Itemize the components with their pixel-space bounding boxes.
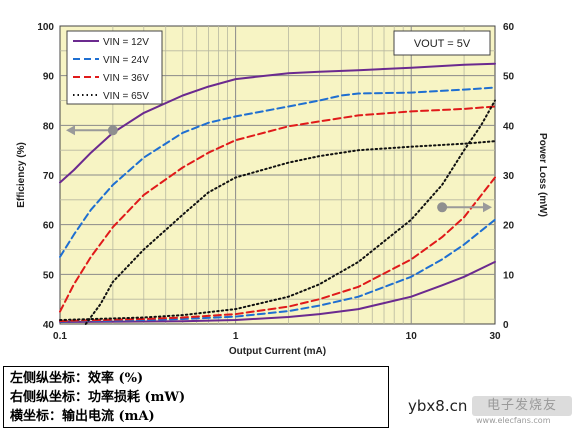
legend-label-3: VIN = 36V [103, 73, 149, 84]
x-axis-title: Output Current (mA) [229, 346, 326, 357]
y-right-axis-title: Power Loss (mW) [537, 133, 548, 217]
y-right-tick-label: 60 [503, 22, 515, 33]
y-left-tick-label: 80 [43, 121, 55, 132]
efficiency-line-series-4 [84, 140, 496, 325]
left-axis-arrow-marker [107, 125, 118, 136]
vout-annotation-text: VOUT = 5V [414, 38, 471, 50]
caption-box: 左侧纵坐标：效率 (%) 右侧纵坐标：功率损耗 (mW) 横坐标：输出电流 (m… [3, 366, 389, 428]
caption-right-axis: 右侧纵坐标：功率损耗 (mW) [10, 390, 186, 405]
power-loss-line-series-4 [59, 99, 496, 321]
efficiency-line-series-1 [59, 62, 496, 184]
watermark-url: www.elecfans.com [476, 416, 551, 425]
x-tick-label: 10 [406, 331, 418, 342]
right-axis-arrow-head [483, 202, 492, 213]
legend-label-4: VIN = 65V [103, 91, 149, 102]
x-tick-label: 30 [489, 331, 501, 342]
y-left-tick-label: 70 [43, 171, 55, 182]
legend-label-2: VIN = 24V [103, 55, 149, 66]
y-right-tick-label: 30 [503, 171, 515, 182]
watermark: ybx8.cn 电子发烧友 www.elecfans.com [408, 394, 576, 425]
y-right-tick-label: 10 [503, 270, 515, 281]
y-left-tick-label: 90 [43, 72, 55, 83]
x-tick-label: 1 [233, 331, 239, 342]
y-right-tick-label: 50 [503, 72, 515, 83]
watermark-logo: 电子发烧友 [472, 396, 572, 416]
power-loss-line-series-3 [59, 176, 496, 322]
left-axis-arrow-head [66, 125, 75, 136]
caption-x-axis: 横坐标：输出电流 (mA) [10, 409, 155, 424]
watermark-text: ybx8.cn [408, 397, 468, 415]
y-left-tick-label: 100 [37, 22, 54, 33]
y-left-tick-label: 50 [43, 270, 55, 281]
legend-label-1: VIN = 12V [103, 37, 149, 48]
x-tick-label: 0.1 [53, 331, 67, 342]
efficiency-power-loss-chart: 40 50 60 70 80 90 100 0 10 20 30 40 50 60 0.1 1 10 30 Outp… [16, 22, 548, 357]
y-right-tick-label: 20 [503, 221, 515, 232]
y-right-tick-label: 0 [503, 320, 509, 331]
right-axis-arrow-marker [437, 202, 448, 213]
y-left-tick-label: 60 [43, 221, 55, 232]
y-right-tick-label: 40 [503, 121, 515, 132]
caption-left-axis: 左侧纵坐标：效率 (%) [10, 371, 144, 386]
y-left-axis-title: Efficiency (%) [16, 142, 27, 208]
vout-annotation-box [393, 30, 491, 56]
power-loss-line-series-2 [59, 218, 496, 323]
efficiency-line-series-2 [59, 86, 496, 258]
legend-box [66, 30, 163, 105]
power-loss-line-series-1 [59, 260, 496, 323]
efficiency-line-series-3 [59, 105, 496, 313]
y-left-tick-label: 40 [43, 320, 55, 331]
